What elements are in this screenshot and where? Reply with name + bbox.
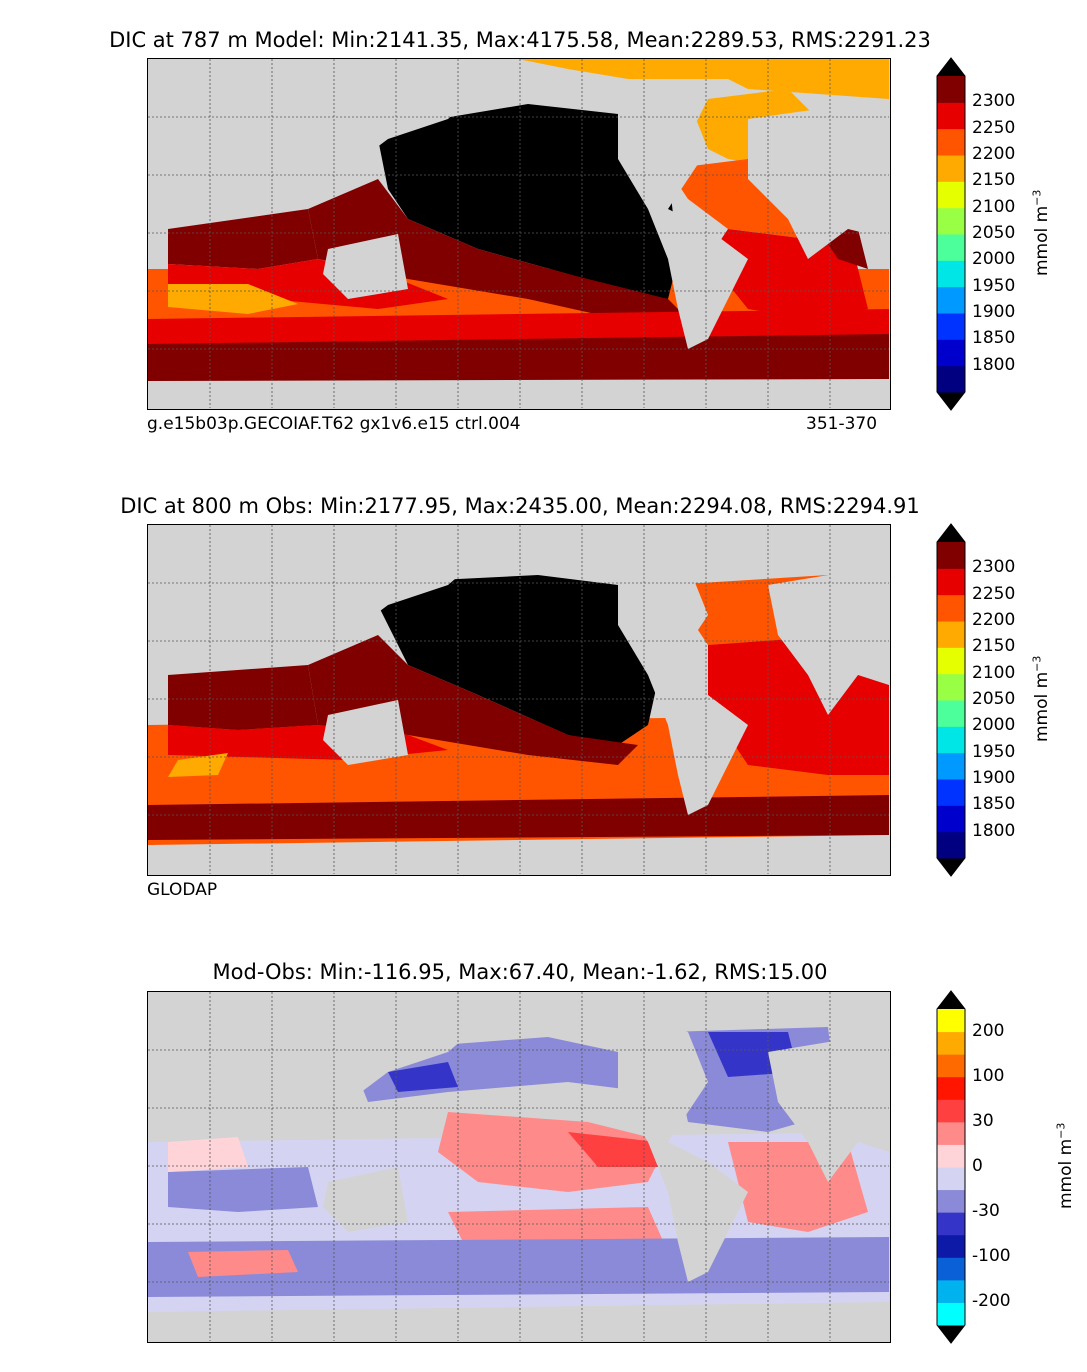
- colorbar-tick-label: 0: [972, 1156, 983, 1176]
- panel2-colorbar-step: [937, 726, 965, 754]
- colorbar-tick-label: 1850: [972, 328, 1016, 349]
- panel2-colorbar-step: [937, 594, 965, 622]
- panel1-footer-left: g.e15b03p.GECOIAF.T62 gx1v6.e15 ctrl.004: [147, 414, 521, 434]
- panel1-footer-right: 351-370: [806, 414, 878, 434]
- panel3-colorbar-extend-high: [937, 991, 965, 1009]
- panel1-colorbar-step: [937, 76, 965, 103]
- panel3-colorbar-step: [937, 1099, 965, 1123]
- panel3-colorbar-step: [937, 1031, 965, 1055]
- panel1-map: [147, 58, 891, 410]
- panel1-colorbar-step: [937, 128, 965, 156]
- panel3-colorbar-step: [937, 1144, 965, 1168]
- panel2-colorbar-step: [937, 805, 965, 833]
- panel1-colorbar-step: [937, 155, 965, 182]
- panel3-colorbar-step: [937, 1212, 965, 1236]
- panel1-colorbar-step: [937, 181, 965, 209]
- colorbar-tick-label: -200: [972, 1291, 1011, 1312]
- panel2-colorbar-extend-high: [937, 524, 965, 542]
- colorbar-tick-label: 1800: [972, 820, 1016, 841]
- panel1-colorbar-step: [937, 102, 965, 130]
- panel3-colorbar-extend-low: [937, 1325, 965, 1343]
- colorbar-tick-label: 1850: [972, 794, 1016, 815]
- panel2-colorbar-step: [937, 831, 965, 859]
- panel2-title: DIC at 800 m Obs: Min:2177.95, Max:2435.…: [120, 494, 920, 518]
- colorbar-tick-label: 100: [972, 1065, 1005, 1086]
- panel3-colorbar-svg: [936, 990, 966, 1344]
- panel1-colorbar-extend-high: [937, 58, 965, 76]
- panel2-footer-left: GLODAP: [147, 880, 218, 900]
- panel1-colorbar-svg: [936, 57, 966, 411]
- panel3-colorbar-step: [937, 1009, 965, 1033]
- panel1-colorbar-extend-low: [937, 392, 965, 410]
- panel3-colorbar-step: [937, 1076, 965, 1100]
- panel2-colorbar: [936, 523, 966, 877]
- panel1-colorbar-step: [937, 260, 965, 288]
- colorbar-tick-label: 2250: [972, 117, 1016, 138]
- colorbar-tick-label: 1800: [972, 354, 1016, 375]
- panel2-colorbar-extend-low: [937, 858, 965, 876]
- colorbar-tick-label: 1900: [972, 768, 1016, 788]
- colorbar-tick-label: 30: [972, 1110, 994, 1131]
- panel2-colorbar-unit: mmol m−3: [1030, 655, 1053, 743]
- panel2-colorbar-step: [937, 621, 965, 648]
- colorbar-tick-label: 2150: [972, 170, 1016, 191]
- panel3-map: [147, 991, 891, 1343]
- colorbar-tick-label: 2000: [972, 249, 1016, 270]
- panel3-colorbar-step: [937, 1257, 965, 1281]
- panel1-colorbar-step: [937, 313, 965, 340]
- colorbar-tick-label: 2150: [972, 636, 1016, 657]
- colorbar-tick-label: 2300: [972, 557, 1016, 578]
- panel2-colorbar-step: [937, 568, 965, 596]
- colorbar-tick-label: 2200: [972, 144, 1016, 164]
- panel3-colorbar-step: [937, 1054, 965, 1078]
- colorbar-tick-label: -100: [972, 1246, 1011, 1267]
- panel3-colorbar: [936, 990, 966, 1344]
- panel3-colorbar-step: [937, 1302, 965, 1326]
- panel3-colorbar-step: [937, 1167, 965, 1191]
- colorbar-tick-label: 1950: [972, 275, 1016, 296]
- colorbar-tick-label: 2100: [972, 662, 1016, 683]
- panel2-colorbar-step: [937, 700, 965, 727]
- panel1-colorbar-step: [937, 234, 965, 261]
- panel1-colorbar-step: [937, 339, 965, 367]
- panel3-colorbar-step: [937, 1234, 965, 1258]
- colorbar-tick-label: 200: [972, 1020, 1005, 1041]
- colorbar-tick-label: 2000: [972, 715, 1016, 736]
- panel3-map-plot: [148, 992, 889, 1341]
- panel2-map-plot: [148, 525, 889, 874]
- panel2-colorbar-svg: [936, 523, 966, 877]
- panel2-colorbar-step: [937, 752, 965, 780]
- panel1-colorbar-step: [937, 207, 965, 235]
- panel2-colorbar-step: [937, 779, 965, 806]
- panel2-map: [147, 524, 891, 876]
- colorbar-tick-label: 2300: [972, 91, 1016, 112]
- colorbar-tick-label: 2050: [972, 689, 1016, 709]
- panel3-colorbar-step: [937, 1279, 965, 1303]
- panel2-colorbar-step: [937, 647, 965, 675]
- colorbar-tick-label: -30: [972, 1201, 1000, 1222]
- panel1-colorbar: [936, 57, 966, 411]
- colorbar-tick-label: 2250: [972, 583, 1016, 604]
- panel1-map-plot: [148, 59, 889, 408]
- panel1-title: DIC at 787 m Model: Min:2141.35, Max:417…: [109, 28, 931, 52]
- panel3-title: Mod-Obs: Min:-116.95, Max:67.40, Mean:-1…: [212, 960, 828, 984]
- panel1-colorbar-unit: mmol m−3: [1030, 189, 1053, 277]
- colorbar-tick-label: 2200: [972, 610, 1016, 630]
- panel2-colorbar-step: [937, 542, 965, 569]
- panel2-colorbar-step: [937, 673, 965, 701]
- panel3-colorbar-unit: mmol m−3: [1054, 1122, 1077, 1210]
- panel3-colorbar-step: [937, 1121, 965, 1145]
- colorbar-tick-label: 2050: [972, 223, 1016, 243]
- colorbar-tick-label: 1950: [972, 741, 1016, 762]
- panel3-colorbar-step: [937, 1189, 965, 1213]
- colorbar-tick-label: 1900: [972, 302, 1016, 322]
- panel1-colorbar-step: [937, 286, 965, 314]
- panel1-colorbar-step: [937, 365, 965, 393]
- colorbar-tick-label: 2100: [972, 196, 1016, 217]
